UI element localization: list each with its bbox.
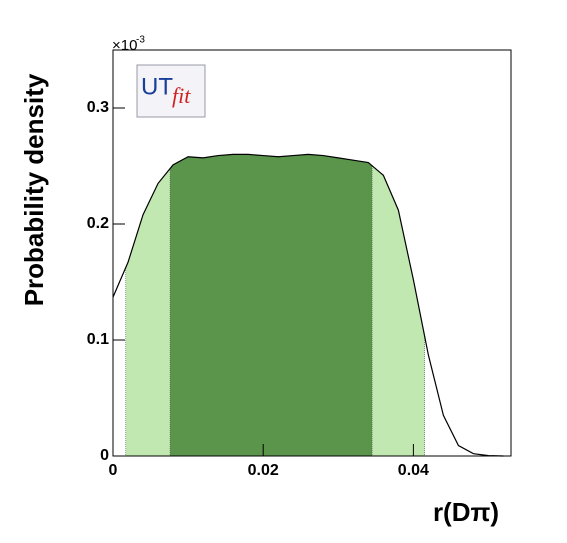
logo-fit: fit	[172, 83, 191, 108]
density-line	[112, 153, 504, 457]
frame	[112, 49, 512, 457]
y-multiplier: ×10	[112, 37, 137, 54]
x-tick-label: 0.04	[398, 462, 429, 479]
logo-ut: UT	[141, 73, 173, 100]
bands	[125, 154, 425, 456]
y-tick-label: 0.3	[87, 99, 109, 116]
x-tick-label: 0	[109, 462, 118, 479]
x-axis-label: r(Dπ)	[433, 497, 499, 527]
y-multiplier-exponent: -3	[136, 35, 145, 46]
x-tick-label: 0.02	[248, 462, 279, 479]
credible-band	[170, 154, 373, 456]
y-tick-label: 0.2	[87, 215, 109, 232]
y-tick-label: 0	[100, 447, 109, 464]
logo-box	[136, 64, 206, 118]
y-axis-label: Probability density	[19, 73, 49, 306]
y-tick-label: 0.1	[87, 331, 109, 348]
logo: UT fit	[136, 64, 206, 118]
